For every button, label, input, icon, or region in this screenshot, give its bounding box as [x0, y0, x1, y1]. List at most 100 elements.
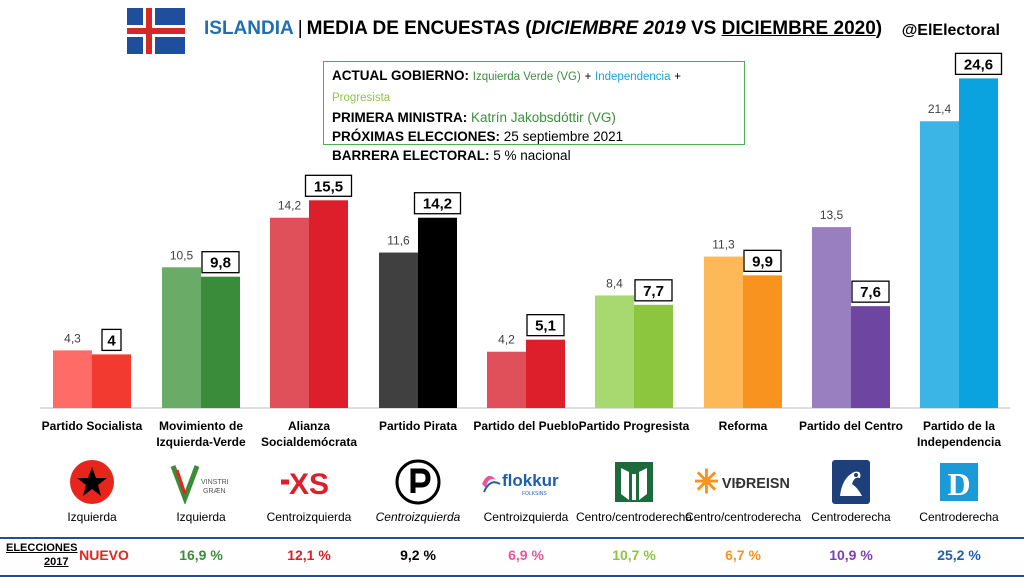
bar-chart: 4,3 4 Partido Socialista 10,5 9,8 Movimiento … [40, 52, 1010, 449]
bar-2019-6 [704, 256, 743, 408]
data-label-2019-0: 4,3 [64, 331, 81, 345]
star-icon [42, 458, 142, 506]
bar-2020-5 [634, 304, 673, 408]
data-label-2019-5: 8,4 [606, 276, 623, 290]
data-label-box-2020-3 [413, 192, 462, 215]
result-2017-7: 10,9 % [829, 547, 873, 563]
svg-text:VIÐREISN: VIÐREISN [722, 476, 790, 492]
twitter-handle: @ElElectoral [901, 22, 1000, 39]
title-vs: VS [685, 18, 722, 39]
data-label-box-2020-0 [101, 328, 122, 352]
ideology-label-0: Izquierda [67, 510, 117, 524]
data-label-2020-6: 9,9 [752, 253, 773, 270]
bar-2019-3 [379, 252, 418, 408]
xs-logo-icon: XS [259, 458, 359, 506]
iceland-flag [127, 8, 185, 54]
title-new-date: DICIEMBRE 2020 [721, 18, 876, 39]
bar-2020-4 [526, 339, 565, 408]
results-2017-label: ELECCIONES 2017 [6, 542, 78, 568]
data-label-2019-2: 14,2 [278, 199, 302, 213]
info-prime-minister: PRIMERA MINISTRA: Katrín Jakobsdóttir (V… [332, 110, 616, 125]
centre-logo-icon [801, 458, 901, 506]
data-label-2020-1: 9,8 [210, 255, 231, 272]
result-2017-2: 12,1 % [287, 547, 331, 563]
data-label-box-2020-2 [304, 174, 353, 197]
svg-text:VINSTRI: VINSTRI [201, 479, 229, 486]
data-label-2020-5: 7,7 [643, 283, 664, 300]
vidreisn-logo-icon: VIÐREISN [693, 458, 793, 506]
title-separator: | [297, 18, 303, 39]
data-label-2020-4: 5,1 [535, 318, 556, 335]
page-title: ISLANDIA | MEDIA DE ENCUESTAS (DICIEMBRE 2… [204, 18, 882, 40]
bar-2020-8 [959, 78, 998, 409]
data-label-2019-7: 13,5 [820, 208, 844, 222]
result-2017-0: NUEVO [79, 547, 129, 563]
bar-2020-3 [418, 217, 457, 408]
ideology-label-2: Centroizquierda [266, 510, 352, 524]
tick-label-3-0: Partido Pirata [379, 419, 457, 433]
tick-label-8-1: Independencia [917, 435, 1001, 449]
bar-2020-6 [743, 275, 782, 408]
result-2017-1: 16,9 % [179, 547, 223, 563]
ideology-label-6: Centro/centroderecha [684, 510, 802, 524]
tick-label-5-0: Partido Progresista [579, 419, 690, 433]
data-label-2019-3: 11,6 [387, 234, 410, 248]
tick-label-1-1: Izquierda-Verde [156, 435, 246, 449]
title-country: ISLANDIA [204, 18, 294, 39]
bar-2020-7 [851, 306, 890, 408]
result-2017-4: 6,9 % [508, 547, 544, 563]
ideology-label-1: Izquierda [176, 510, 226, 524]
info-box: ACTUAL GOBIERNO: Izquierda Verde (VG) + … [323, 61, 745, 163]
bar-2020-1 [201, 276, 240, 408]
title-old-date: DICIEMBRE 2019 [531, 18, 686, 39]
info-threshold: BARRERA ELECTORAL: 5 % nacional [332, 148, 571, 163]
data-label-box-2020-7 [851, 280, 890, 303]
svg-text:flokkur: flokkur [502, 471, 559, 490]
tick-label-7-0: Partido del Centro [799, 419, 903, 433]
d-logo-icon: D [909, 458, 1009, 506]
data-label-box-2020-1 [201, 251, 240, 274]
bar-2019-4 [487, 351, 526, 408]
data-label-2019-1: 10,5 [170, 248, 194, 262]
bar-2020-0 [92, 354, 131, 408]
data-label-2019-6: 11,3 [712, 238, 735, 252]
data-label-2020-8: 24,6 [964, 56, 993, 73]
bar-2019-0 [53, 350, 92, 408]
flokkur-logo-icon: flokkur FOLKSINS [476, 458, 576, 506]
result-2017-8: 25,2 % [937, 547, 981, 563]
vg-logo-icon: VINSTRI GRÆN [151, 458, 251, 506]
result-2017-3: 9,2 % [400, 547, 436, 563]
result-2017-5: 10,7 % [612, 547, 656, 563]
results-2017-row: ELECCIONES 2017 NUEVO 16,9 % 12,1 % 9,2 % 6,9… [0, 537, 1024, 577]
tick-label-2-1: Socialdemócrata [261, 435, 357, 449]
data-label-2020-3: 14,2 [423, 196, 452, 213]
data-label-box-2020-8 [954, 52, 1003, 76]
tick-label-8-0: Partido de la [923, 419, 995, 433]
title-main: MEDIA DE ENCUESTAS ( [306, 18, 532, 39]
ideology-label-7: Centroderecha [811, 510, 891, 524]
data-label-2020-2: 15,5 [314, 178, 343, 195]
title-close: ) [875, 18, 883, 39]
svg-text:D: D [947, 466, 970, 502]
bar-2019-8 [920, 121, 959, 409]
pirate-logo-icon [368, 458, 468, 506]
data-label-box-2020-4 [526, 314, 565, 337]
data-label-2020-7: 7,6 [860, 284, 881, 301]
bar-2019-1 [162, 267, 201, 408]
data-label-box-2020-5 [634, 279, 673, 302]
ideology-label-4: Centroizquierda [483, 510, 569, 524]
tick-label-0-0: Partido Socialista [42, 419, 143, 433]
svg-text:XS: XS [289, 468, 329, 501]
data-label-2020-0: 4 [107, 332, 116, 349]
info-next-elections: PRÓXIMAS ELECCIONES: 25 septiembre 2021 [332, 129, 624, 144]
info-government: ACTUAL GOBIERNO: Izquierda Verde (VG) + … [332, 68, 681, 104]
tick-label-4-0: Partido del Pueblo [473, 419, 578, 433]
progressive-logo-icon [584, 458, 684, 506]
tick-label-2-0: Alianza [288, 419, 330, 433]
svg-text:GRÆN: GRÆN [203, 488, 226, 495]
data-label-2019-8: 21,4 [928, 102, 952, 116]
bar-2019-2 [270, 217, 309, 408]
data-label-2019-4: 4,2 [498, 333, 515, 347]
ideology-label-8: Centroderecha [919, 510, 999, 524]
bar-2019-5 [595, 295, 634, 408]
